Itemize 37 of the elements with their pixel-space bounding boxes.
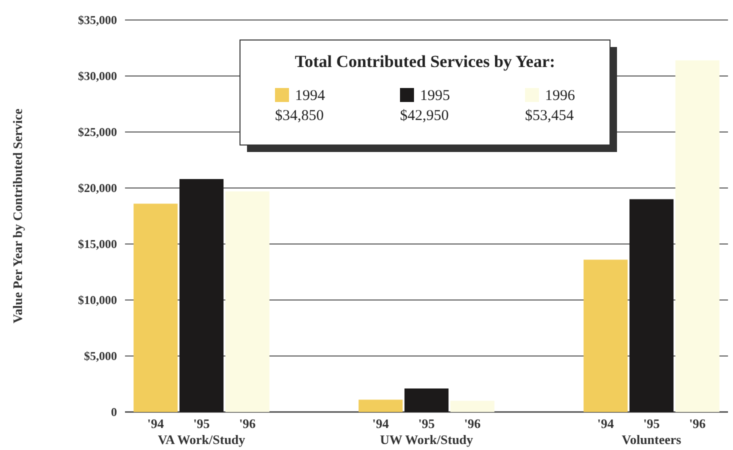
text: '95: [418, 416, 435, 431]
text: '94: [147, 416, 164, 431]
y-tick-label: $5,000: [84, 349, 117, 364]
legend-label: 1994: [295, 88, 326, 104]
text: '95: [643, 416, 660, 431]
x-tick-label: Volunteers: [622, 432, 682, 447]
legend-label: 1996: [545, 88, 576, 104]
text: '94: [597, 416, 614, 431]
x-tick-label: UW Work/Study: [380, 432, 474, 447]
y-tick-label: $15,000: [78, 237, 117, 252]
y-tick-label: $20,000: [78, 181, 117, 196]
y-tick-label: $35,000: [78, 13, 117, 28]
text: '95: [193, 416, 210, 431]
bar: [629, 199, 674, 412]
bar: [134, 204, 178, 412]
bar: [179, 179, 224, 412]
annotation: $53,454: [525, 108, 574, 124]
text: '96: [464, 416, 481, 431]
bar: [450, 400, 494, 412]
bar: [675, 60, 720, 412]
x-tick-label: VA Work/Study: [158, 432, 246, 447]
annotation: $42,950: [400, 108, 449, 124]
bar: [225, 191, 270, 412]
annotation: $34,850: [275, 108, 324, 124]
bar: [404, 388, 449, 412]
y-tick-label: $30,000: [78, 69, 117, 84]
bar: [358, 400, 403, 412]
y-axis-title: Value Per Year by Contributed Service: [10, 108, 25, 324]
legend-label: 1995: [420, 88, 450, 104]
legend-title: Total Contributed Services by Year:: [294, 52, 556, 71]
text: '94: [372, 416, 389, 431]
y-tick-label: $25,000: [78, 125, 117, 140]
text: '96: [689, 416, 706, 431]
y-tick-label: 0: [111, 405, 117, 420]
y-tick-label: $10,000: [78, 293, 117, 308]
bar: [584, 260, 628, 412]
text: '96: [239, 416, 256, 431]
